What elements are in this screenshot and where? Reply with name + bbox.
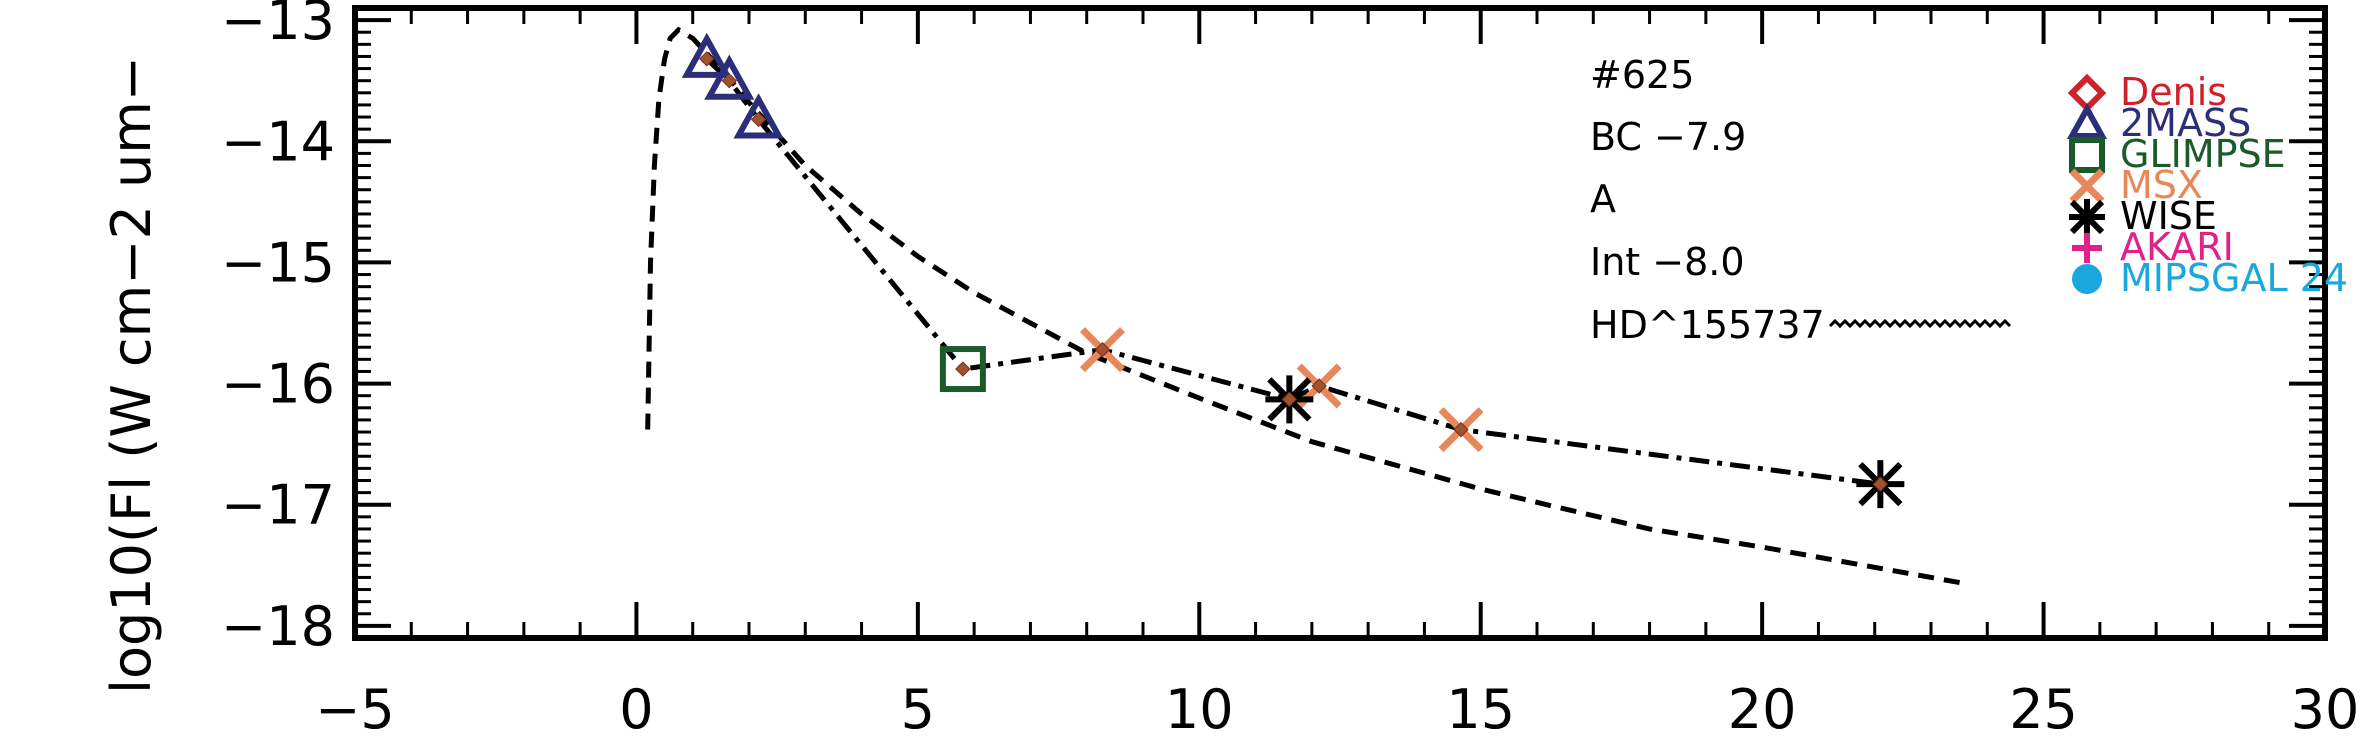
y-tick-label: −15 [221, 231, 335, 294]
x-tick-label: 20 [1728, 678, 1797, 741]
marker-center-wise [1872, 476, 1889, 492]
legend-marker-msx [2069, 168, 2105, 204]
annotation-block: #625 BC −7.9 A Int −8.0 HD^155737 [1590, 53, 2012, 347]
marker-2mass [733, 93, 784, 139]
x-tick-label: 0 [619, 678, 653, 741]
legend-label-mipsgal-24: MIPSGAL 24 [2120, 256, 2348, 300]
marker-center-glimpse [955, 361, 971, 377]
marker-center-msx [1311, 378, 1327, 394]
model-curve-dashed [645, 26, 1966, 586]
marker-center-2mass [699, 51, 715, 67]
legend-marker-glimpse [2069, 137, 2105, 173]
x-tick-label: 10 [1165, 678, 1234, 741]
annotation-star-name: HD^155737 [1590, 303, 1825, 347]
x-tick-label: 5 [901, 678, 935, 741]
annotation-bc: BC −7.9 [1590, 115, 1746, 159]
x-tick-label: 15 [1446, 678, 1515, 741]
annotation-class: A [1590, 177, 1616, 221]
legend-label-glimpse: GLIMPSE [2120, 132, 2286, 176]
marker-2mass [704, 54, 755, 100]
marker-center-2mass [750, 111, 767, 128]
marker-center-msx [1453, 421, 1469, 438]
annotation-int: Int −8.0 [1590, 240, 1745, 284]
marker-center-2mass [721, 72, 738, 89]
y-axis-title: log10(Fl (W cm−2 um− [100, 56, 163, 694]
legend-marker-2mass [2066, 102, 2108, 139]
tick-labels: −5 0 5 10 15 20 25 30 −13 −14 −15 −16 −17 −18 [221, 0, 2359, 741]
legend-marker-mipsgal-24 [2072, 264, 2102, 294]
annotation-squiggle [1828, 318, 2012, 329]
y-tick-label: −18 [221, 595, 335, 658]
annotation-id: #625 [1590, 53, 1694, 97]
data-markers [681, 32, 1905, 509]
legend-label-msx: MSX [2120, 163, 2203, 207]
y-tick-label: −16 [221, 353, 335, 416]
legend-label-2mass: 2MASS [2120, 101, 2251, 145]
x-tick-label: 25 [2009, 678, 2078, 741]
legend-marker-akari [2072, 233, 2102, 263]
y-tick-label: −17 [221, 474, 335, 537]
legend-marker-wise [2069, 199, 2105, 235]
marker-glimpse [939, 346, 986, 393]
y-tick-label: −14 [221, 110, 335, 173]
marker-center-wise [1281, 391, 1298, 408]
legend-label-wise: WISE [2120, 194, 2217, 238]
legend-label-akari: AKARI [2120, 225, 2234, 269]
legend-label-denis: Denis [2120, 70, 2227, 114]
marker-center-msx [1094, 341, 1111, 358]
marker-2mass [681, 32, 732, 78]
axis-ticks [353, 8, 2327, 640]
y-tick-label: −13 [221, 0, 335, 52]
x-tick-label: 30 [2291, 678, 2360, 741]
x-tick-label: −5 [315, 678, 395, 741]
